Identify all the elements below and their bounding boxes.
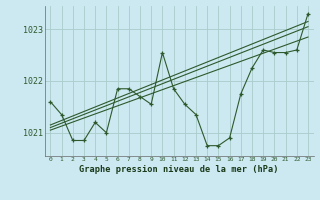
X-axis label: Graphe pression niveau de la mer (hPa): Graphe pression niveau de la mer (hPa) [79, 165, 279, 174]
